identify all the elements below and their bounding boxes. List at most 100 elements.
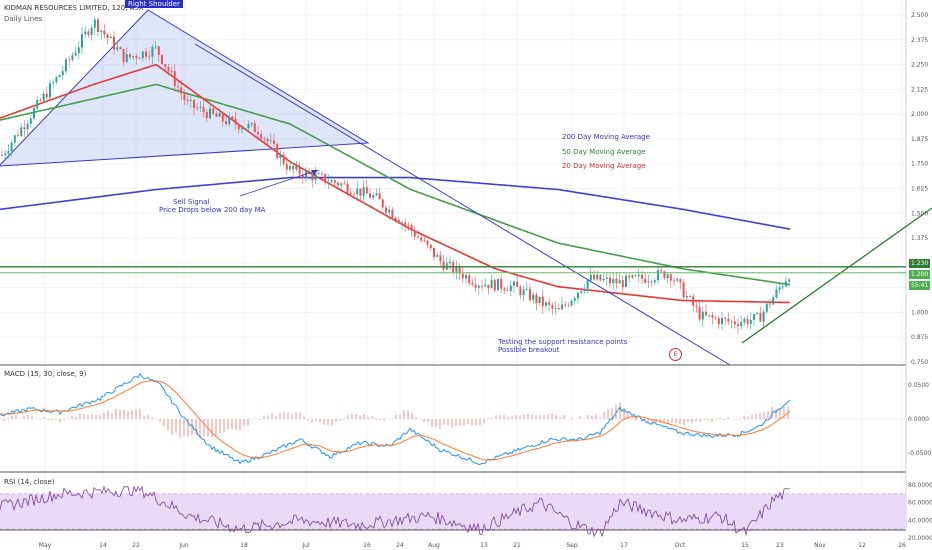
- candle-body: [567, 304, 570, 306]
- price-tick-label: 2.125: [911, 86, 928, 93]
- candle-body: [618, 280, 621, 284]
- time-tick-label: 18: [240, 542, 248, 549]
- candle-body: [561, 304, 563, 310]
- candle-body: [589, 274, 592, 281]
- candle-body: [695, 305, 698, 308]
- macd-pane: [0, 372, 906, 466]
- last-price-tag: 1.200: [909, 270, 931, 279]
- candle-body: [465, 275, 467, 279]
- rsi-tick-label: 20.0000: [908, 535, 932, 542]
- candle-body: [429, 244, 432, 248]
- candle-body: [407, 224, 410, 226]
- candle-body: [506, 290, 509, 291]
- candle-body: [669, 274, 672, 281]
- panel-separators: [0, 0, 907, 531]
- candle-body: [269, 140, 272, 142]
- macd-line: [0, 372, 791, 466]
- candle-body: [503, 288, 506, 291]
- candle-body: [772, 297, 775, 305]
- candle-body: [724, 317, 727, 319]
- candle-body: [612, 278, 615, 284]
- candle-body: [42, 93, 45, 101]
- candle-body: [257, 132, 259, 135]
- candle-body: [490, 279, 493, 289]
- candle-body: [596, 274, 599, 280]
- rsi-pane: [0, 485, 906, 538]
- time-tick-label: Aug: [428, 542, 440, 549]
- candle-body: [113, 36, 115, 50]
- testing-annotation: Testing the support resistance points: [498, 338, 628, 346]
- candle-body: [644, 278, 647, 283]
- rsi-tick-label: 80.0000: [908, 482, 932, 489]
- candle-body: [593, 274, 595, 280]
- candle-body: [1, 154, 3, 156]
- candle-body: [753, 313, 755, 320]
- candle-body: [292, 166, 295, 170]
- candle-body: [788, 279, 791, 282]
- candle-body: [129, 54, 131, 58]
- candle-body: [100, 30, 103, 32]
- candle-body: [276, 143, 279, 159]
- candle-body: [260, 134, 263, 139]
- time-tick-label: Sep: [566, 542, 578, 549]
- candle-body: [183, 93, 186, 100]
- candle-body: [781, 286, 784, 288]
- candle-body: [641, 274, 643, 279]
- candle-body: [449, 261, 451, 264]
- candle-body: [157, 46, 160, 55]
- candle-body: [4, 153, 7, 156]
- candle-body: [317, 173, 320, 175]
- candle-body: [481, 285, 483, 287]
- time-tick-label: 12: [858, 542, 866, 549]
- candle-body: [170, 71, 173, 72]
- candle-body: [749, 319, 752, 324]
- candle-body: [381, 199, 384, 208]
- ma20-path: [0, 63, 790, 304]
- candle-body: [698, 307, 701, 320]
- candle-body: [369, 193, 371, 198]
- candle-body: [148, 56, 151, 58]
- ma50-annotation: 50 Day Moving Average: [562, 148, 646, 156]
- candle-body: [685, 295, 688, 298]
- candle-body: [372, 195, 375, 198]
- price-tick-label: 2.250: [911, 62, 928, 69]
- candle-body: [573, 298, 576, 301]
- chart-subtitle: Daily Lines: [4, 15, 43, 23]
- candle-body: [580, 291, 583, 293]
- candle-body: [541, 296, 544, 306]
- macd-tick-label: 0.0500: [908, 382, 929, 389]
- resistance-price-tag: 1.230: [909, 259, 931, 268]
- candle-body: [231, 116, 234, 119]
- candle-body: [660, 270, 663, 272]
- candle-body: [295, 165, 298, 170]
- candle-body: [673, 280, 675, 282]
- candle-body: [401, 222, 403, 224]
- candle-body: [413, 230, 416, 237]
- candle-body: [487, 284, 490, 289]
- candle-body: [173, 71, 176, 87]
- candle-body: [746, 319, 749, 324]
- ma50-line: [0, 83, 791, 286]
- candle-body: [775, 289, 778, 298]
- candle-body: [701, 311, 704, 320]
- candle-body: [285, 164, 288, 170]
- candle-body: [375, 193, 378, 196]
- candle-body: [609, 277, 611, 284]
- candle-body: [145, 51, 147, 57]
- candle-body: [602, 278, 605, 281]
- event-marker[interactable]: E: [669, 348, 682, 361]
- price-candles: [1, 16, 791, 334]
- candle-body: [90, 27, 93, 36]
- candle-body: [68, 59, 71, 61]
- candle-body: [298, 165, 301, 175]
- candle-body: [365, 187, 368, 194]
- price-tick-label: 1.875: [911, 136, 928, 143]
- candle-body: [225, 121, 227, 125]
- rsi-line: [0, 485, 791, 538]
- candle-body: [29, 118, 32, 124]
- candle-body: [71, 55, 74, 60]
- candle-body: [394, 217, 397, 221]
- candle-body: [705, 311, 707, 316]
- ma50-path: [0, 83, 791, 286]
